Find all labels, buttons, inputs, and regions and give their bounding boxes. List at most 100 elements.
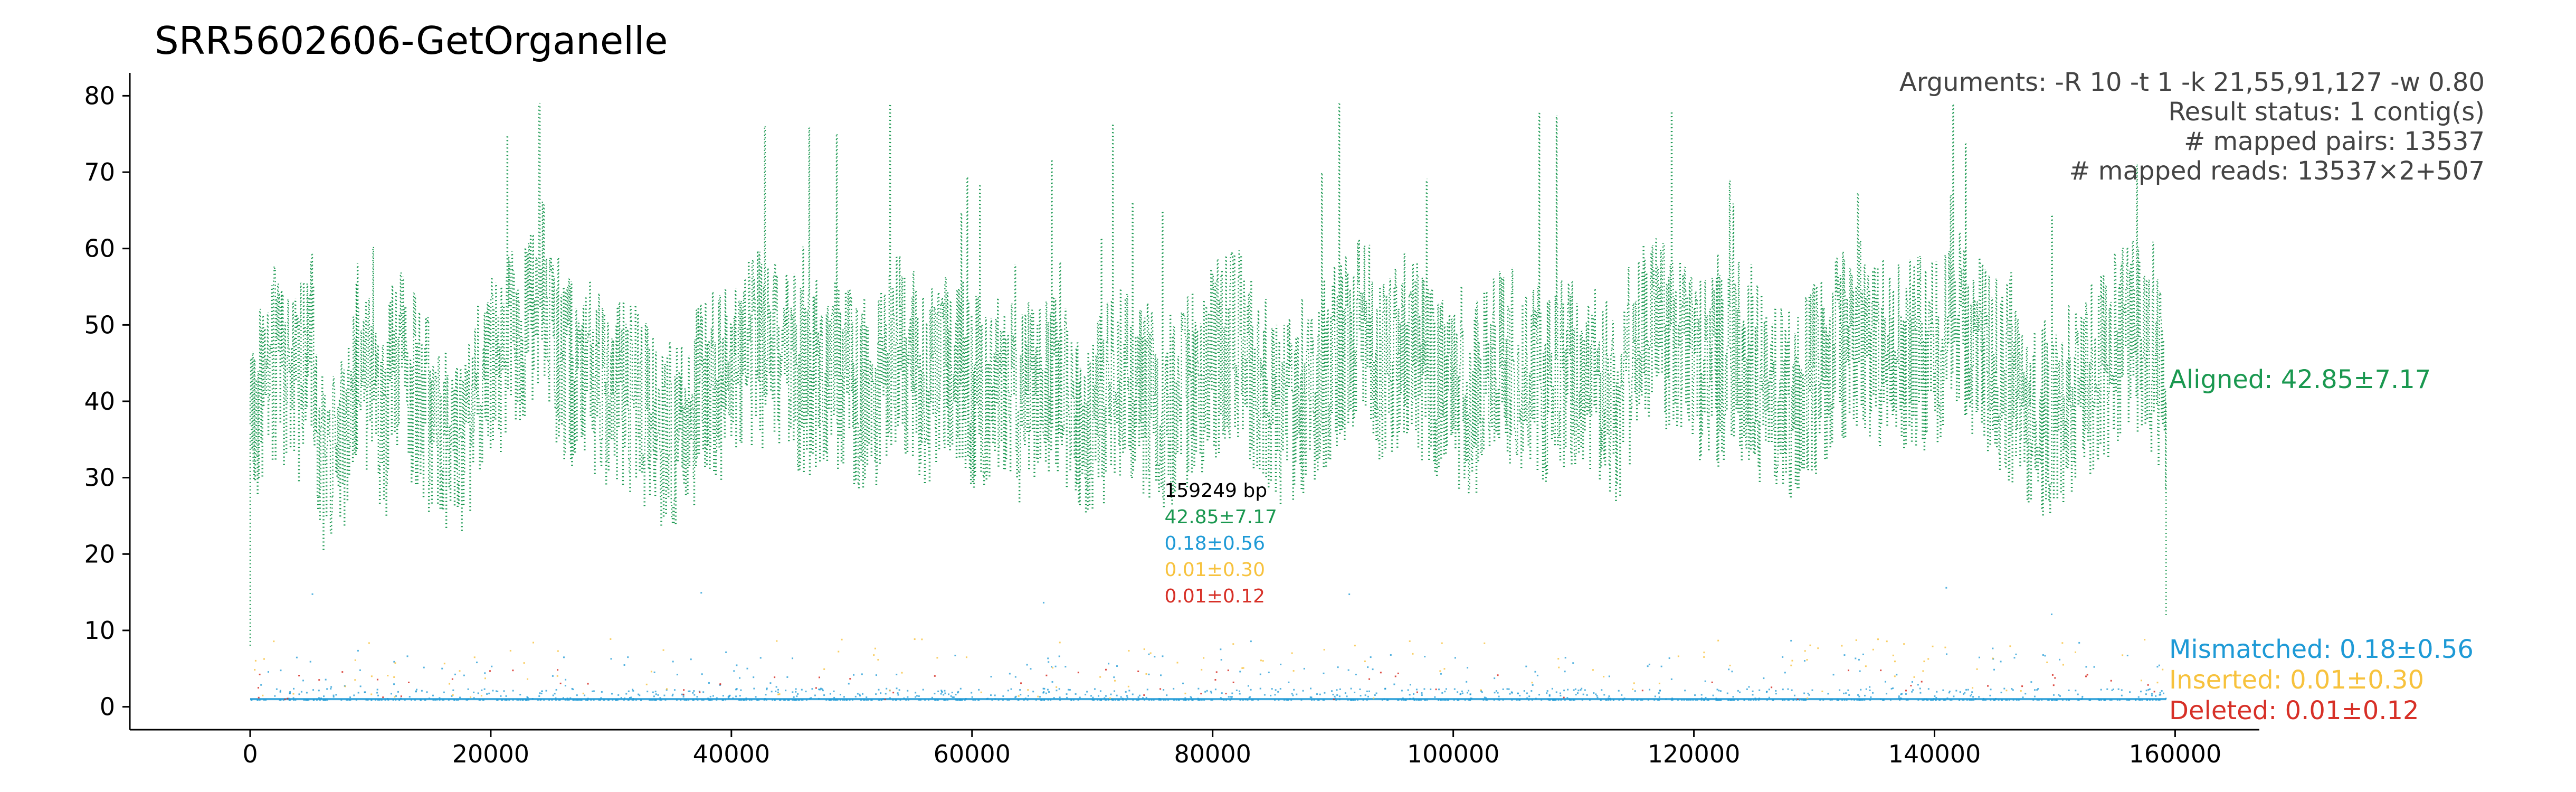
mismatched-point-1074	[357, 692, 359, 694]
mismatched-point-564	[1919, 692, 1922, 694]
inserted-point-81	[965, 656, 967, 658]
mismatched-point-773	[1032, 691, 1034, 693]
deleted-point-1	[1077, 672, 1079, 674]
mismatched-point-1192	[1808, 694, 1810, 696]
deleted-point-69	[259, 673, 261, 675]
mismatched-point-189	[1575, 694, 1577, 696]
mismatched-point-1181	[2145, 690, 2147, 692]
mismatched-point-195	[1970, 695, 1972, 697]
deleted-point-11	[849, 678, 851, 680]
inserted-point-30	[1037, 695, 1039, 697]
inserted-point-17	[533, 642, 535, 644]
mismatched-point-295	[1104, 697, 1106, 699]
mismatched-point-241	[886, 687, 888, 690]
inserted-point-32	[1894, 661, 1896, 663]
inserted-point-7	[1892, 654, 1894, 656]
mismatched-point-422	[1239, 671, 1241, 673]
mismatched-point-1160	[1054, 665, 1057, 667]
inserted-point-79	[1241, 667, 1243, 669]
inserted-point-83	[1149, 652, 1152, 654]
mismatched-point-297	[1705, 696, 1707, 699]
mismatched-point-177	[476, 662, 478, 664]
inserted-point-57	[1807, 697, 1809, 700]
mismatched-point-958	[2137, 696, 2140, 698]
mismatched-point-1059	[1595, 693, 1597, 695]
mismatched-point-1258	[1843, 654, 1846, 656]
mismatched-point-1106	[1259, 673, 1261, 675]
deleted-point-16	[1910, 685, 1912, 687]
contig-length-label: 159249 bp	[1165, 480, 1268, 502]
mismatched-point-1293	[759, 657, 762, 659]
mismatched-point-154	[1870, 696, 1872, 698]
mismatched-point-478	[467, 688, 469, 690]
mismatched-point-605	[1886, 693, 1888, 695]
mismatched-point-1391	[1577, 690, 1580, 692]
mismatched-point-1132	[1934, 695, 1936, 697]
mismatched-point-881	[1206, 690, 1208, 692]
mismatched-point-45	[1138, 694, 1140, 696]
y-axis-ticks: 0 10 20 30 40 50 60 70 80	[84, 81, 130, 721]
mismatched-point-140	[859, 695, 861, 697]
mismatched-point-1226	[1731, 671, 1733, 673]
mismatched-point-1142	[657, 694, 659, 696]
mismatched-point-835	[289, 692, 291, 694]
mismatched-point-281	[2033, 695, 2036, 697]
mismatched-point-103	[1498, 695, 1500, 697]
mismatched-point-42	[1586, 694, 1588, 696]
inserted-point-110	[2061, 642, 2064, 644]
mismatched-point-886	[1047, 689, 1049, 691]
mismatched-point-807	[1214, 689, 1216, 691]
mismatched-point-365	[1668, 657, 1670, 659]
mismatched-point-115	[2158, 664, 2160, 666]
deleted-point-49	[1987, 685, 1989, 687]
mismatched-point-239	[953, 696, 955, 699]
mismatched-point-845	[2033, 689, 2036, 691]
mismatched-point-996	[459, 696, 461, 699]
mismatched-point-1103	[1807, 692, 1809, 694]
x-tick-label-3: 60000	[934, 740, 1011, 768]
mismatched-point-164	[1576, 692, 1579, 694]
mismatched-point-870	[323, 695, 325, 697]
mismatched-point-739	[1737, 690, 1739, 692]
mismatched-point-971	[719, 684, 721, 686]
mismatched-point-542	[1047, 657, 1049, 659]
mismatched-point-382	[1461, 692, 1463, 694]
y-tick-label-7: 70	[84, 158, 115, 186]
mismatched-point-691	[617, 694, 620, 696]
inserted-point-52	[1717, 639, 1719, 642]
mismatched-point-907	[896, 687, 898, 690]
mismatched-point-880	[1346, 695, 1348, 697]
mismatched-point-1191	[1803, 692, 1805, 694]
mismatched-point-1156	[1912, 689, 1914, 691]
mismatched-point-970	[652, 691, 654, 693]
mismatched-point-1326	[311, 593, 313, 595]
mismatched-point-743	[795, 691, 797, 693]
mismatched-point-325	[1634, 690, 1636, 692]
mismatched-point-534	[1684, 690, 1686, 692]
mismatched-point-432	[943, 694, 945, 696]
mismatched-point-1109	[1407, 689, 1409, 691]
deleted-point-19	[2110, 680, 2112, 682]
mismatched-point-461	[1845, 692, 1847, 694]
inserted-point-71	[470, 696, 472, 698]
mismatched-point-530	[267, 671, 269, 673]
mismatched-point-1173	[1959, 691, 1961, 693]
inserted-point-86	[262, 694, 264, 696]
mismatched-point-955	[1536, 674, 1538, 676]
mismatched-point-456	[2068, 689, 2070, 691]
inserted-point-40	[1804, 650, 1806, 652]
inserted-point-10	[1903, 643, 1905, 645]
mismatched-point-155	[395, 695, 397, 697]
deleted-point-13	[884, 699, 886, 701]
y-tick-label-5: 50	[84, 310, 115, 339]
mismatched-point-111	[820, 687, 822, 690]
mismatched-point-354	[736, 664, 738, 666]
mismatched-point-753	[1519, 694, 1521, 696]
mismatched-point-832	[729, 694, 731, 696]
mismatched-point-316	[2077, 693, 2079, 695]
mismatched-point-21	[1364, 694, 1366, 696]
mismatched-point-433	[1670, 678, 1672, 680]
mismatched-point-193	[1128, 690, 1130, 692]
mismatched-point-1266	[1885, 681, 1887, 683]
mismatched-point-329	[878, 689, 880, 691]
